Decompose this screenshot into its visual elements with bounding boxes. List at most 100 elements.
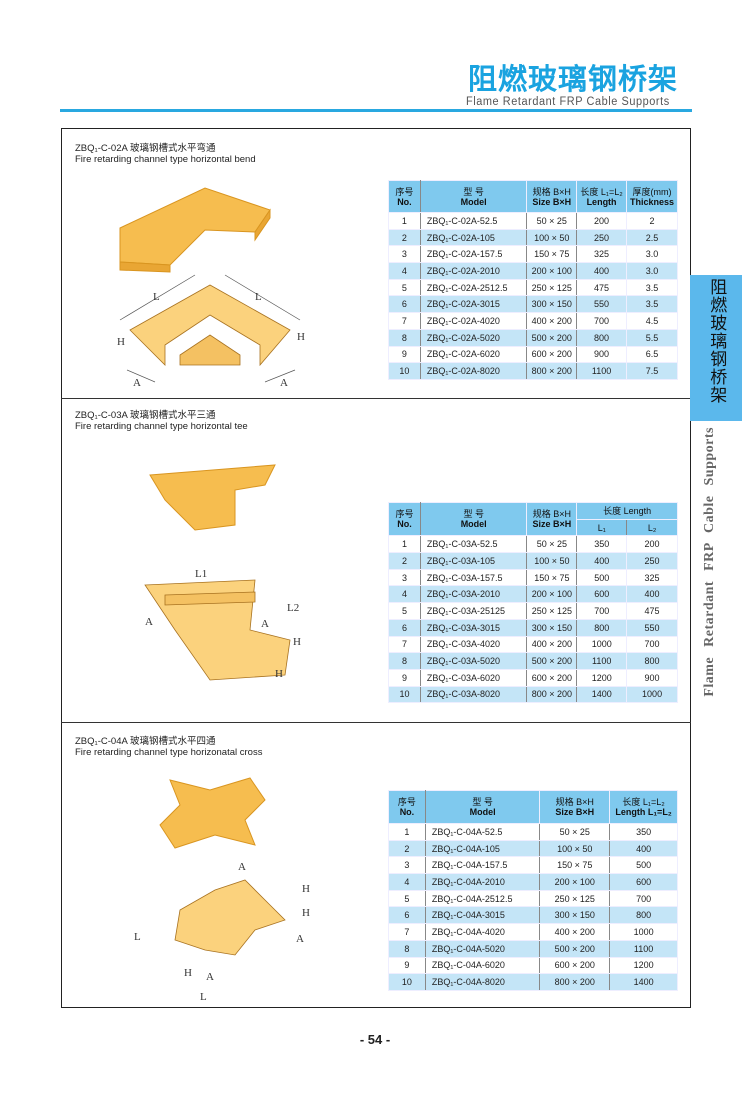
table-cell: 9 [388, 668, 421, 687]
table-cell: 100 × 50 [539, 839, 611, 858]
table-cell: ZBQ₁-C-02A-2010 [419, 262, 528, 280]
table-cell: 9 [388, 956, 426, 975]
section-divider [61, 722, 691, 723]
table-cell: ZBQ₁-C-04A-8020 [424, 973, 541, 991]
col-l2: L₂ [626, 518, 678, 537]
table-cell: 325 [576, 245, 627, 264]
table-cell: 250 × 125 [539, 889, 611, 908]
table-cell: 475 [576, 278, 627, 297]
table-row: 5 ZBQ₁-C-02A-2512.5 250 × 125 475 3.5 [388, 278, 678, 297]
table-cell: 3.5 [626, 295, 678, 314]
table-cell: 4 [388, 585, 421, 604]
table-cell: 900 [576, 345, 627, 364]
table-cell: 3.0 [626, 262, 678, 280]
table-cell: 150 × 75 [539, 856, 611, 875]
table-cell: 5.5 [626, 328, 678, 347]
table-cell: 3.0 [626, 245, 678, 264]
table-cell: ZBQ₁-C-02A-6020 [419, 345, 528, 364]
header-title: 阻燃玻璃钢桥架 [468, 62, 679, 96]
table-cell: ZBQ₁-C-04A-2010 [424, 873, 541, 891]
table-cell: ZBQ₁-C-02A-157.5 [419, 245, 528, 264]
table-row: 6 ZBQ₁-C-02A-3015 300 × 150 550 3.5 [388, 295, 678, 314]
table-row: 3 ZBQ₁-C-02A-157.5 150 × 75 325 3.0 [388, 245, 678, 264]
table-cell: 2 [626, 212, 678, 230]
table-cell: ZBQ₁-C-04A-52.5 [424, 823, 541, 841]
page-number: - 54 - [359, 1032, 391, 1047]
table-cell: 9 [388, 345, 421, 364]
table-row: 5 ZBQ₁-C-04A-2512.5 250 × 125 700 [388, 889, 678, 908]
table-row: 1 ZBQ₁-C-02A-52.5 50 × 25 200 2 [388, 212, 678, 230]
table-cell: ZBQ₁-C-02A-3015 [419, 295, 528, 314]
table-cell: 500 × 200 [539, 939, 611, 958]
table-cell: 400 [576, 262, 627, 280]
table-cell: ZBQ₁-C-02A-2512.5 [419, 278, 528, 297]
table-cell: ZBQ₁-C-02A-105 [419, 228, 528, 247]
col-length: 长度 Length [576, 502, 678, 520]
table-cell: 2 [388, 839, 426, 858]
table-cell: 325 [626, 568, 678, 587]
table-row: 6 ZBQ₁-C-03A-3015 300 × 150 800 550 [388, 618, 678, 637]
table-cell: 8 [388, 328, 421, 347]
table-row: 4 ZBQ₁-C-04A-2010 200 × 100 600 [388, 873, 678, 891]
table-cell: 600 × 200 [539, 956, 611, 975]
table-cell: 250 [626, 552, 678, 570]
section-divider [61, 398, 691, 399]
table-cell: 3 [388, 568, 421, 587]
col-no: 序号 No. [388, 180, 421, 213]
cross-photo [159, 777, 266, 849]
table-cell: ZBQ₁-C-04A-6020 [424, 956, 541, 975]
table-cell: 5 [388, 602, 421, 620]
table-row: 9 ZBQ₁-C-04A-6020 600 × 200 1200 [388, 956, 678, 975]
label-a: A [206, 971, 214, 983]
side-tab-label: 阻燃玻璃钢桥架 [706, 278, 727, 404]
table-cell: 10 [388, 685, 421, 704]
table-cell: 350 [609, 823, 678, 841]
table-cell: 4 [388, 873, 426, 891]
label-a: A [296, 933, 304, 945]
col-no: 序号 No. [388, 501, 421, 537]
table-cell: 500 × 200 [526, 328, 578, 347]
table-cell: 550 [626, 618, 678, 637]
table-row: 4 ZBQ₁-C-02A-2010 200 × 100 400 3.0 [388, 262, 678, 280]
table-cell: 700 [576, 312, 627, 330]
table-cell: 3.5 [626, 278, 678, 297]
table-cell: 200 [576, 212, 627, 230]
table-cell: ZBQ₁-C-03A-6020 [419, 668, 528, 687]
table-row: 7 ZBQ₁-C-04A-4020 400 × 200 1000 [388, 923, 678, 941]
table-cell: 50 × 25 [526, 212, 578, 230]
table-cell: ZBQ₁-C-04A-157.5 [424, 856, 541, 875]
table-cell: 250 [576, 228, 627, 247]
col-size: 规格 B×H Size B×H [539, 790, 611, 824]
table-cell: 400 × 200 [526, 635, 578, 654]
table-cell: ZBQ₁-C-03A-3015 [419, 618, 528, 637]
label-l: L [200, 991, 207, 1003]
table-cell: ZBQ₁-C-04A-2512.5 [424, 889, 541, 908]
table-cell: 400 [626, 585, 678, 604]
table-cell: ZBQ₁-C-04A-5020 [424, 939, 541, 958]
table-cell: 600 × 200 [526, 345, 578, 364]
col-model: 型 号 Model [419, 501, 528, 537]
table-cell: 400 [609, 839, 678, 858]
label-a: A [280, 377, 288, 389]
table-cell: 8 [388, 939, 426, 958]
table-cell: ZBQ₁-C-04A-105 [424, 839, 541, 858]
spec-table-bend: 序号 No. 型 号 Model 规格 B×H Size B×H 长度 L₁=L₂ Le… [388, 180, 678, 380]
table-cell: 8 [388, 652, 421, 670]
tee-photo [149, 464, 276, 531]
label-a: A [261, 618, 269, 630]
table-cell: 2 [388, 552, 421, 570]
col-size: 规格 B×H Size B×H [526, 180, 578, 213]
side-tab: 阻燃玻璃钢桥架 [690, 275, 742, 421]
table-cell: 1100 [609, 939, 678, 958]
table-cell: ZBQ₁-C-02A-4020 [419, 312, 528, 330]
table-cell: 1100 [576, 362, 627, 380]
table-cell: ZBQ₁-C-03A-25125 [419, 602, 528, 620]
bend-photo [119, 187, 271, 273]
spec-table-tee: 序号 No. 型 号 Model 规格 B×H Size B×H 长度 Length … [388, 501, 678, 704]
table-row: 4 ZBQ₁-C-03A-2010 200 × 100 600 400 [388, 585, 678, 604]
table-cell: ZBQ₁-C-03A-5020 [419, 652, 528, 670]
label-h: H [275, 668, 283, 680]
spec-table-cross: 序号 No. 型 号 Model 规格 B×H Size B×H 长度 L₁=L₂ Le… [388, 790, 678, 991]
table-cell: 800 [626, 652, 678, 670]
table-cell: 400 × 200 [526, 312, 578, 330]
